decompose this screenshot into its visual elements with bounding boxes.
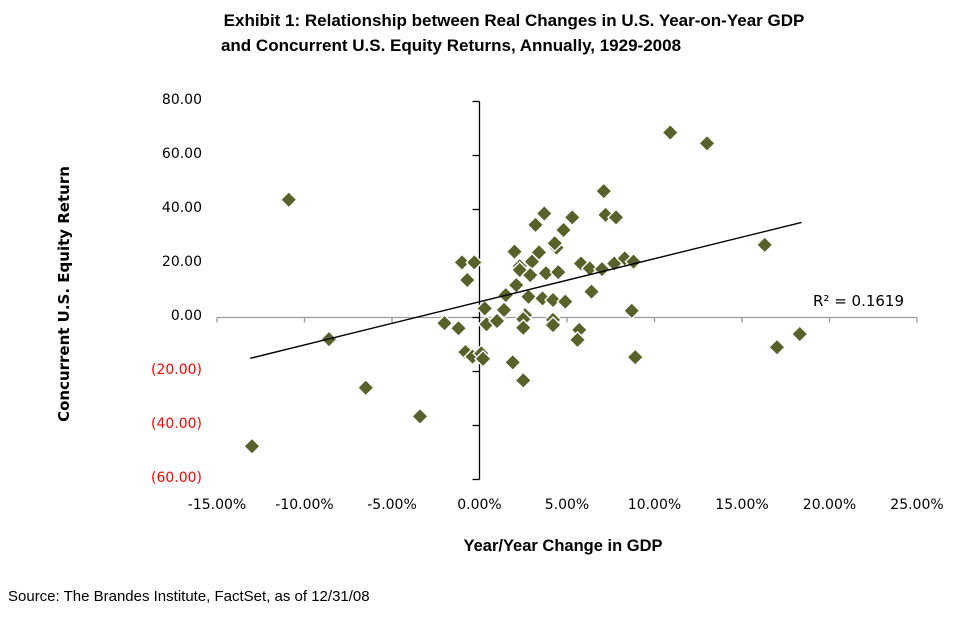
data-point bbox=[503, 353, 522, 372]
data-point bbox=[519, 287, 538, 306]
data-point bbox=[622, 301, 641, 320]
data-point bbox=[521, 266, 540, 285]
data-point bbox=[495, 300, 513, 319]
data-point bbox=[698, 134, 716, 153]
r-squared-annotation: R² = 0.1619 bbox=[812, 292, 905, 310]
data-point bbox=[594, 182, 613, 201]
data-point bbox=[411, 407, 429, 426]
data-point bbox=[556, 292, 575, 311]
data-point bbox=[582, 282, 601, 301]
data-point bbox=[755, 235, 774, 254]
data-point bbox=[474, 349, 492, 368]
data-point bbox=[790, 324, 809, 343]
data-point bbox=[768, 338, 786, 357]
data-point bbox=[243, 437, 261, 456]
data-point bbox=[535, 204, 554, 223]
data-point bbox=[488, 312, 506, 330]
data-point bbox=[526, 215, 545, 234]
source-note: Source: The Brandes Institute, FactSet, … bbox=[8, 588, 370, 605]
data-point bbox=[514, 371, 533, 390]
data-point bbox=[279, 190, 298, 209]
data-point bbox=[544, 290, 562, 309]
chart-title-line-1: Exhibit 1: Relationship between Real Cha… bbox=[223, 11, 805, 30]
data-point bbox=[568, 330, 587, 349]
data-point bbox=[458, 270, 477, 289]
chart-title-line-2: and Concurrent U.S. Equity Returns, Annu… bbox=[220, 36, 682, 55]
data-point bbox=[580, 259, 599, 278]
data-point bbox=[607, 208, 625, 227]
data-point bbox=[514, 318, 533, 337]
x-axis-title: Year/Year Change in GDP bbox=[463, 537, 663, 555]
data-point bbox=[435, 314, 454, 333]
trend-line bbox=[250, 221, 802, 359]
data-point bbox=[449, 319, 468, 338]
data-point bbox=[465, 253, 484, 272]
data-point bbox=[356, 378, 375, 397]
data-point bbox=[544, 316, 562, 335]
data-point bbox=[626, 348, 645, 367]
data-point bbox=[661, 123, 680, 142]
data-point bbox=[505, 242, 524, 261]
data-point bbox=[563, 208, 582, 227]
data-point bbox=[545, 234, 564, 253]
data-point bbox=[453, 253, 471, 272]
data-point bbox=[549, 263, 568, 282]
data-point bbox=[624, 252, 643, 271]
data-point bbox=[554, 221, 573, 240]
data-point bbox=[475, 299, 494, 318]
